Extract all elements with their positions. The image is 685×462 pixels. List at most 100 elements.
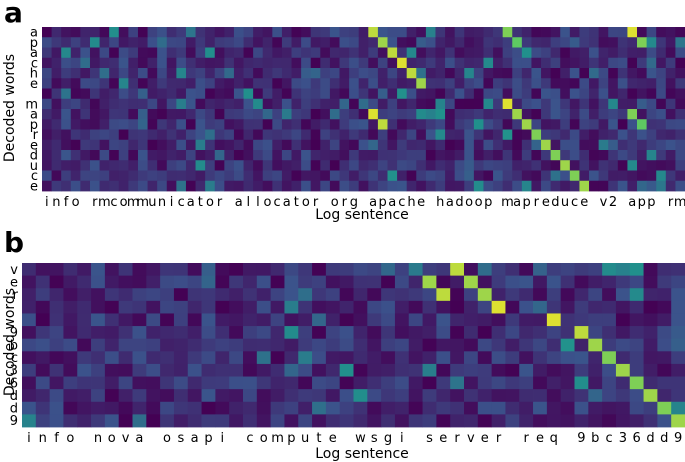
- heatmap-cell: [243, 338, 258, 352]
- heatmap-cell: [408, 300, 423, 314]
- heatmap-cell: [627, 88, 638, 100]
- heatmap-cell: [473, 129, 484, 141]
- x-tick-label: p: [204, 431, 212, 446]
- heatmap-cell: [205, 98, 216, 110]
- heatmap-cell: [541, 150, 552, 161]
- heatmap-cell: [262, 47, 273, 59]
- heatmap-cell: [353, 363, 368, 377]
- heatmap-cell: [325, 338, 341, 352]
- heatmap-cell: [104, 326, 120, 340]
- heatmap-cell: [608, 129, 619, 141]
- heatmap-cell: [166, 150, 177, 161]
- heatmap-cell: [243, 351, 258, 365]
- heatmap-cell: [256, 326, 272, 340]
- heatmap-cell: [205, 47, 216, 59]
- heatmap-cell: [656, 180, 667, 192]
- heatmap-cell: [533, 275, 548, 289]
- heatmap-cell: [270, 275, 285, 289]
- heatmap-cell: [483, 57, 494, 69]
- heatmap-cell: [473, 180, 484, 192]
- heatmap-cell: [253, 88, 264, 100]
- heatmap-cell: [339, 338, 354, 352]
- x-tick-label: a: [446, 195, 454, 210]
- heatmap-cell: [146, 300, 161, 314]
- heatmap-cell: [262, 139, 273, 151]
- x-tick-label: r: [523, 431, 529, 446]
- heatmap-cell: [450, 363, 465, 377]
- heatmap-cell: [63, 326, 78, 340]
- heatmap-cell: [99, 170, 110, 182]
- heatmap-cell: [256, 351, 272, 365]
- heatmap-cell: [560, 109, 571, 120]
- heatmap-cell: [416, 180, 427, 192]
- heatmap-cell: [325, 288, 341, 302]
- heatmap-cell: [425, 139, 436, 151]
- heatmap-cell: [270, 401, 285, 415]
- heatmap-cell: [617, 37, 628, 48]
- heatmap-cell: [224, 109, 235, 120]
- x-tick-label: a: [283, 195, 291, 210]
- heatmap-cell: [579, 98, 590, 110]
- heatmap-cell: [301, 68, 312, 79]
- heatmap-cell: [187, 376, 202, 390]
- heatmap-cell: [643, 326, 658, 340]
- heatmap-cell: [493, 180, 504, 192]
- heatmap-cell: [157, 150, 168, 161]
- heatmap-cell: [329, 98, 340, 110]
- x-tick-label: f: [64, 195, 69, 210]
- heatmap-cell: [146, 338, 161, 352]
- heatmap-cell: [215, 401, 230, 415]
- heatmap-cell: [646, 68, 657, 79]
- heatmap-cell: [377, 37, 388, 48]
- heatmap-cell: [637, 170, 648, 182]
- heatmap-cell: [201, 401, 216, 415]
- heatmap-cell: [301, 180, 312, 192]
- heatmap-cell: [201, 326, 216, 340]
- heatmap-cell: [550, 180, 561, 192]
- heatmap-cell: [312, 363, 327, 377]
- heatmap-cell: [281, 129, 292, 141]
- heatmap-cell: [615, 389, 631, 403]
- heatmap-cell: [416, 88, 427, 100]
- heatmap-cell: [256, 363, 272, 377]
- heatmap-cell: [425, 88, 436, 100]
- heatmap-cell: [195, 88, 206, 100]
- heatmap-cell: [284, 300, 299, 314]
- heatmap-cell: [397, 160, 408, 171]
- heatmap-cell: [253, 68, 264, 79]
- heatmap-cell: [367, 376, 382, 390]
- heatmap-cell: [637, 98, 648, 110]
- heatmap-cell: [80, 37, 91, 48]
- heatmap-cell: [627, 109, 638, 120]
- heatmap-cell: [381, 313, 396, 327]
- heatmap-cell: [195, 109, 206, 120]
- heatmap-cell: [61, 109, 72, 120]
- heatmap-cell: [35, 300, 51, 314]
- heatmap-cell: [435, 78, 446, 89]
- heatmap-cell: [349, 47, 360, 59]
- heatmap-cell: [42, 109, 52, 120]
- x-tick-label: o: [264, 195, 272, 210]
- heatmap-cell: [99, 78, 110, 89]
- x-tick-label: t: [316, 431, 321, 446]
- heatmap-cell: [146, 401, 161, 415]
- heatmap-cell: [201, 363, 216, 377]
- heatmap-cell: [627, 98, 638, 110]
- heatmap-cell: [602, 363, 617, 377]
- heatmap-cell: [615, 275, 631, 289]
- heatmap-cell: [435, 68, 446, 79]
- heatmap-cell: [99, 160, 110, 171]
- heatmap-cell: [137, 170, 148, 182]
- heatmap-cell: [531, 129, 542, 141]
- heatmap-cell: [377, 160, 388, 171]
- heatmap-cell: [284, 389, 299, 403]
- heatmap-cell: [602, 288, 617, 302]
- heatmap-cell: [436, 275, 451, 289]
- heatmap-cell: [602, 263, 617, 277]
- heatmap-cell: [118, 275, 133, 289]
- heatmap-cell: [104, 363, 120, 377]
- heatmap-cell: [339, 109, 350, 120]
- heatmap-cell: [454, 170, 465, 182]
- heatmap-cell: [493, 109, 504, 120]
- heatmap-cell: [166, 47, 177, 59]
